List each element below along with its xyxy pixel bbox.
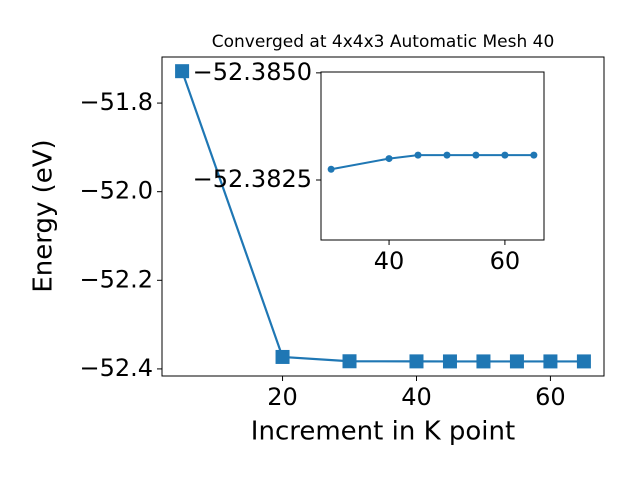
y-tick-label: −51.8 xyxy=(79,88,153,116)
x-tick-label: 40 xyxy=(374,247,405,275)
marker xyxy=(175,64,190,79)
marker xyxy=(530,151,538,159)
marker xyxy=(543,354,558,369)
y-tick-label: −52.4 xyxy=(79,354,153,382)
marker xyxy=(414,151,422,159)
marker xyxy=(342,354,357,369)
chart-title: Converged at 4x4x3 Automatic Mesh 40 xyxy=(212,32,555,52)
x-tick-label: 60 xyxy=(535,383,566,411)
y-tick-label: −52.2 xyxy=(79,265,153,293)
x-tick-label: 40 xyxy=(401,383,432,411)
marker xyxy=(409,354,424,369)
marker xyxy=(472,151,480,159)
y-tick-label: −52.3850 xyxy=(193,58,312,86)
y-axis-label: Energy (eV) xyxy=(29,139,59,292)
marker xyxy=(476,354,491,369)
x-axis-label: Increment in K point xyxy=(251,417,515,447)
x-tick-label: 20 xyxy=(267,383,298,411)
marker xyxy=(442,354,457,369)
y-tick-label: −52.0 xyxy=(79,177,153,205)
y-tick-label: −52.3825 xyxy=(193,165,312,193)
x-tick-label: 60 xyxy=(490,247,521,275)
marker xyxy=(576,354,591,369)
marker xyxy=(385,155,393,163)
marker xyxy=(327,165,335,173)
marker xyxy=(509,354,524,369)
marker xyxy=(275,349,290,364)
marker xyxy=(443,151,451,159)
marker xyxy=(501,151,509,159)
